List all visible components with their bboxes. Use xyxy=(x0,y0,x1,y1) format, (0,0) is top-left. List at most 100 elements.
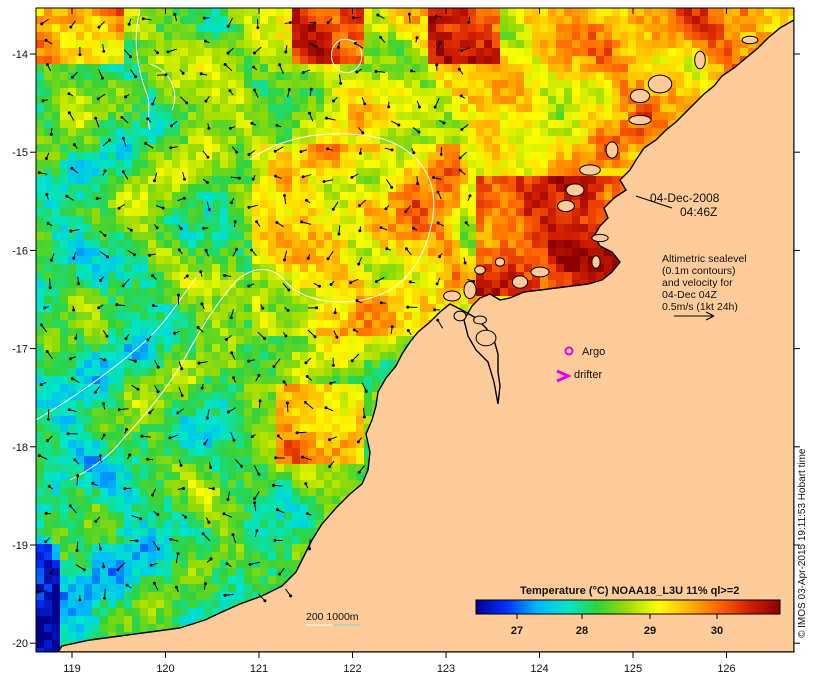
sst-cell xyxy=(276,280,284,288)
sst-cell xyxy=(428,272,436,280)
sst-cell xyxy=(396,312,404,320)
sst-cell xyxy=(188,240,196,248)
sst-cell xyxy=(84,152,92,160)
sst-cell xyxy=(212,72,220,80)
sst-cell xyxy=(140,216,148,224)
sst-cell xyxy=(52,120,60,128)
sst-cell xyxy=(284,96,292,104)
sst-cell xyxy=(204,264,212,272)
sst-cell xyxy=(492,264,500,272)
sst-cell xyxy=(396,320,404,328)
sst-cell xyxy=(172,272,180,280)
sst-cell xyxy=(108,216,116,224)
sst-cell xyxy=(748,8,756,16)
sst-cell xyxy=(68,320,76,328)
sst-cell xyxy=(124,384,132,392)
sst-cell xyxy=(260,320,268,328)
sst-cell xyxy=(508,216,516,224)
sst-cell xyxy=(156,80,164,88)
sst-cell xyxy=(356,264,364,272)
sst-cell xyxy=(492,136,500,144)
sst-cell xyxy=(52,80,60,88)
sst-cell xyxy=(156,248,164,256)
sst-cell xyxy=(564,96,572,104)
sst-cell xyxy=(588,112,596,120)
sst-cell xyxy=(356,128,364,136)
sst-cell xyxy=(156,224,164,232)
sst-cell xyxy=(316,264,324,272)
sst-cell xyxy=(508,112,516,120)
sst-cell xyxy=(404,232,412,240)
sst-cell xyxy=(284,24,292,32)
sst-cell xyxy=(44,320,52,328)
sst-cell xyxy=(580,200,588,208)
sst-cell xyxy=(500,152,508,160)
sst-cell xyxy=(564,160,572,168)
sst-cell xyxy=(132,8,140,16)
sst-cell xyxy=(140,64,148,72)
sst-cell xyxy=(364,312,372,320)
sst-cell xyxy=(460,80,468,88)
sst-cell xyxy=(540,64,548,72)
sst-cell xyxy=(252,216,260,224)
sst-cell xyxy=(284,72,292,80)
sst-cell xyxy=(60,272,68,280)
sst-cell xyxy=(60,144,68,152)
sst-cell xyxy=(68,112,76,120)
sst-cell xyxy=(572,88,580,96)
sst-cell xyxy=(76,104,84,112)
sst-cell xyxy=(332,336,340,344)
sst-cell xyxy=(100,320,108,328)
sst-cell xyxy=(180,408,188,416)
sst-cell xyxy=(228,264,236,272)
sst-cell xyxy=(284,424,292,432)
sst-cell xyxy=(300,344,308,352)
sst-cell xyxy=(252,360,260,368)
sst-cell xyxy=(380,88,388,96)
sst-cell xyxy=(380,24,388,32)
sst-cell xyxy=(444,272,452,280)
sst-cell xyxy=(220,224,228,232)
sst-cell xyxy=(604,80,612,88)
sst-cell xyxy=(308,144,316,152)
sst-cell xyxy=(196,32,204,40)
sst-cell xyxy=(460,24,468,32)
sst-cell xyxy=(316,152,324,160)
sst-cell xyxy=(236,344,244,352)
sst-cell xyxy=(492,64,500,72)
sst-cell xyxy=(484,152,492,160)
sst-cell xyxy=(580,264,588,272)
sst-cell xyxy=(364,192,372,200)
sst-cell xyxy=(140,400,148,408)
sst-cell xyxy=(116,48,124,56)
sst-cell xyxy=(556,272,564,280)
sst-cell xyxy=(316,200,324,208)
sst-cell xyxy=(140,168,148,176)
sst-cell xyxy=(428,120,436,128)
sst-cell xyxy=(300,352,308,360)
sst-cell xyxy=(412,64,420,72)
sst-cell xyxy=(300,8,308,16)
sst-cell xyxy=(308,56,316,64)
sst-cell xyxy=(524,8,532,16)
sst-cell xyxy=(212,384,220,392)
sst-cell xyxy=(44,32,52,40)
sst-cell xyxy=(556,88,564,96)
sst-cell xyxy=(596,88,604,96)
sst-cell xyxy=(588,96,596,104)
sst-cell xyxy=(540,144,548,152)
sst-cell xyxy=(52,152,60,160)
sst-cell xyxy=(348,40,356,48)
sst-cell xyxy=(572,264,580,272)
sst-cell xyxy=(492,272,500,280)
sst-cell xyxy=(180,184,188,192)
sst-cell xyxy=(292,120,300,128)
sst-cell xyxy=(396,328,404,336)
sst-cell xyxy=(132,400,140,408)
sst-cell xyxy=(444,64,452,72)
sst-cell xyxy=(52,280,60,288)
sst-cell xyxy=(300,64,308,72)
sst-cell xyxy=(484,128,492,136)
sst-cell xyxy=(92,112,100,120)
sst-cell xyxy=(388,256,396,264)
